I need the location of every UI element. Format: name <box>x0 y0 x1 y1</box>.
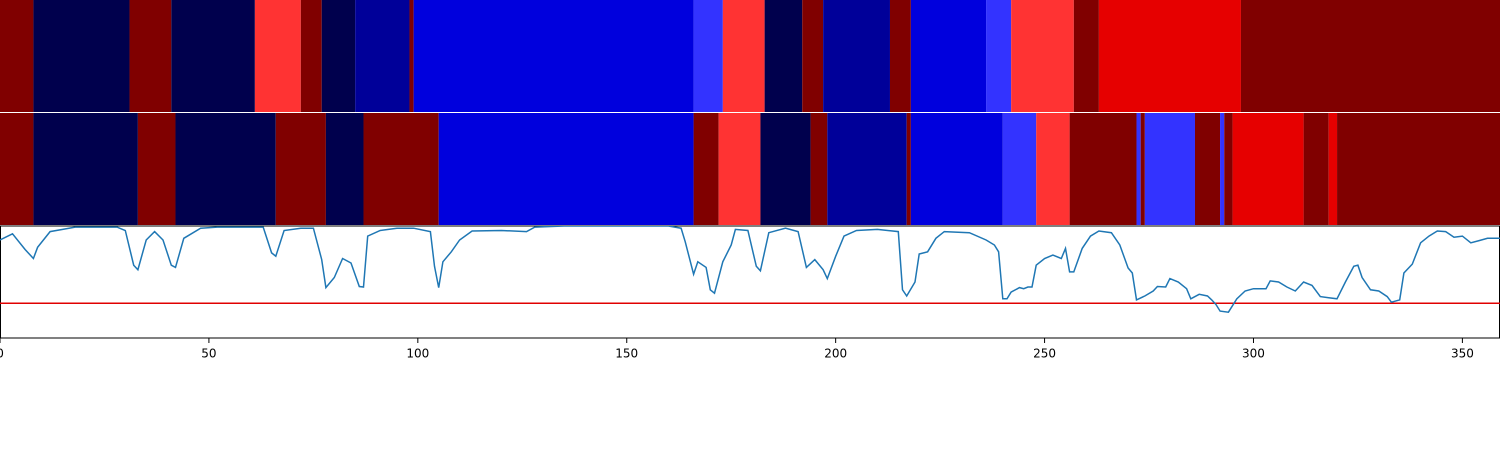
state-segment <box>1036 113 1070 225</box>
state-segment <box>910 113 1003 225</box>
state-segment <box>300 0 322 112</box>
state-segment <box>1232 113 1304 225</box>
state-segment <box>1136 113 1141 225</box>
state-segment <box>33 0 130 112</box>
state-segment <box>1069 113 1137 225</box>
state-segment <box>760 113 811 225</box>
state-segment <box>810 113 828 225</box>
state-segment <box>363 113 439 225</box>
x-tick-label: 150 <box>615 347 638 361</box>
state-segment <box>1240 0 1500 112</box>
state-segment <box>889 0 911 112</box>
state-segment <box>1073 0 1099 112</box>
state-segment <box>355 0 410 112</box>
state-segment <box>764 0 803 112</box>
state-segment <box>409 0 414 112</box>
state-segment <box>986 0 1012 112</box>
state-segment <box>254 0 301 112</box>
signal-line <box>0 226 1500 314</box>
state-segment <box>325 113 364 225</box>
state-segment <box>910 0 987 112</box>
state-segment <box>802 0 824 112</box>
state-segment <box>137 113 176 225</box>
state-segment <box>1224 113 1233 225</box>
x-tick-label: 200 <box>824 347 847 361</box>
state-segment <box>1194 113 1221 225</box>
state-segment <box>275 113 326 225</box>
state-segment <box>0 0 34 112</box>
state-segment <box>906 113 911 225</box>
state-segment <box>321 0 356 112</box>
x-tick-label: 350 <box>1451 347 1474 361</box>
state-segment <box>1337 113 1500 225</box>
state-segment <box>1328 113 1338 225</box>
state-segment <box>1144 113 1195 225</box>
x-tick-label: 250 <box>1033 347 1056 361</box>
state-segment <box>823 0 890 112</box>
state-segment <box>1140 113 1145 225</box>
x-tick-label: 0 <box>0 347 4 361</box>
state-segment <box>1220 113 1225 225</box>
state-segment <box>1011 0 1074 112</box>
state-segment <box>827 113 907 225</box>
state-segment <box>1303 113 1329 225</box>
state-segment <box>171 0 255 112</box>
state-segment <box>33 113 138 225</box>
state-segment <box>693 0 723 112</box>
x-tick-label: 50 <box>201 347 216 361</box>
state-segment <box>0 113 34 225</box>
x-tick-label: 300 <box>1242 347 1265 361</box>
state-segment <box>438 113 694 225</box>
state-segment <box>1098 0 1241 112</box>
state-segment <box>1002 113 1037 225</box>
state-segment <box>175 113 276 225</box>
x-tick-label: 100 <box>406 347 429 361</box>
state-segment <box>718 113 761 225</box>
state-segment <box>693 113 719 225</box>
state-segment <box>722 0 765 112</box>
state-segment <box>129 0 172 112</box>
state-segment <box>413 0 694 112</box>
